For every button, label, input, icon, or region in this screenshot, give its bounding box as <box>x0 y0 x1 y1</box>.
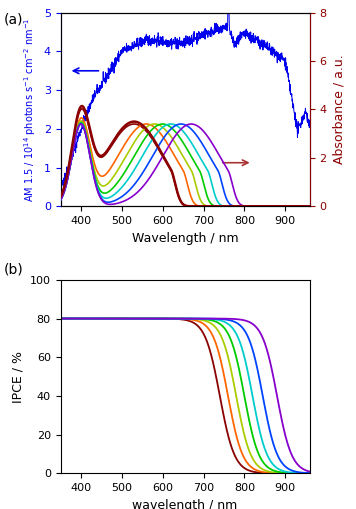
Y-axis label: Absorbance / a.u.: Absorbance / a.u. <box>332 54 345 164</box>
Text: (a): (a) <box>4 13 23 27</box>
X-axis label: wavelength / nm: wavelength / nm <box>132 499 238 509</box>
Text: (b): (b) <box>4 262 23 276</box>
Y-axis label: IPCE / %: IPCE / % <box>11 351 24 403</box>
Y-axis label: AM 1.5 / 10$^{14}$ photons s$^{-1}$ cm$^{-2}$ nm$^{-1}$: AM 1.5 / 10$^{14}$ photons s$^{-1}$ cm$^… <box>22 17 38 202</box>
X-axis label: Wavelength / nm: Wavelength / nm <box>132 232 239 244</box>
